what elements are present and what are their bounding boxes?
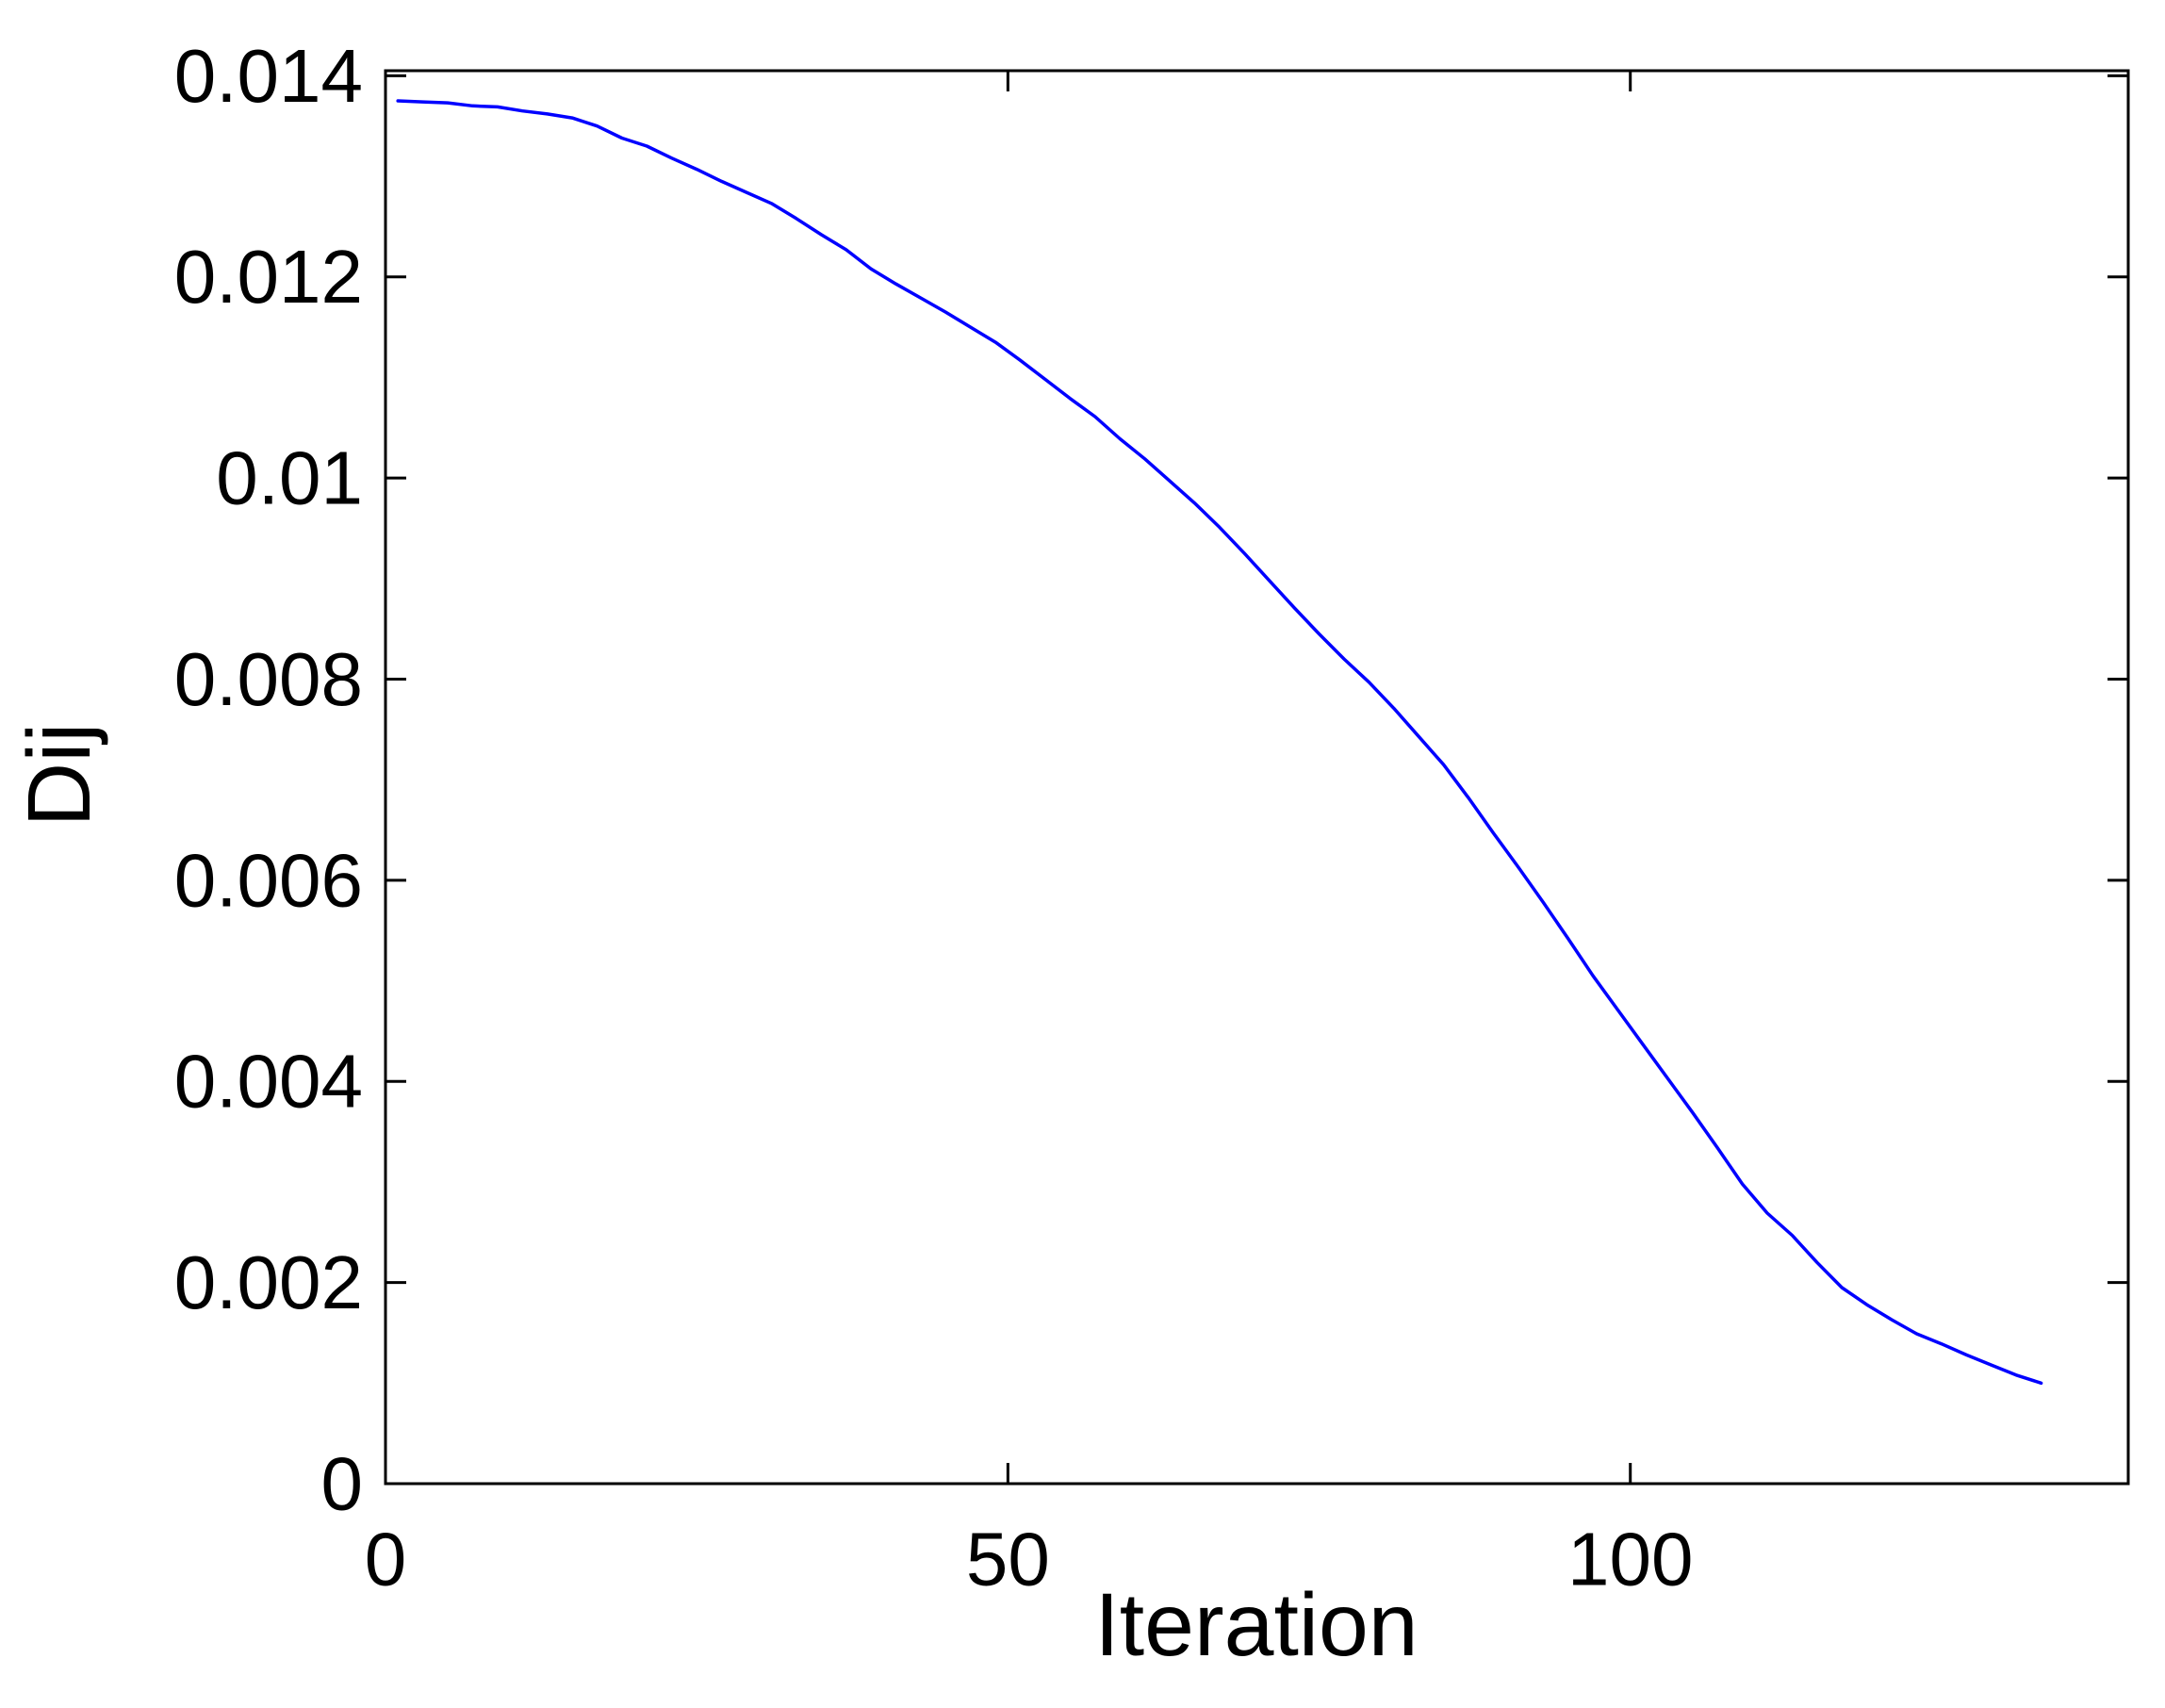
y-tick-label: 0.002 [174, 1240, 363, 1324]
y-tick-label: 0.01 [216, 436, 363, 520]
data-line [396, 99, 2043, 1386]
y-tick-label: 0 [321, 1442, 364, 1526]
y-tick-label: 0.008 [174, 637, 363, 721]
y-tick-label: 0.006 [174, 838, 363, 922]
y-tick-label: 0.014 [174, 34, 363, 118]
series-layer [396, 99, 2043, 1386]
x-tick-label: 0 [365, 1518, 407, 1601]
x-axis-label: Iteration [1094, 1575, 1418, 1675]
x-tick-label: 100 [1567, 1518, 1693, 1601]
y-tick-label: 0.004 [174, 1040, 363, 1124]
y-axis-label: Dij [9, 723, 109, 828]
ticks-layer: 0 50 100 0 0.002 0.004 0.006 0.008 0.01 0.012 0.01… [174, 34, 2128, 1601]
plot-area [384, 69, 2130, 1486]
y-tick-label: 0.012 [174, 235, 363, 319]
x-tick-label: 50 [966, 1518, 1050, 1601]
